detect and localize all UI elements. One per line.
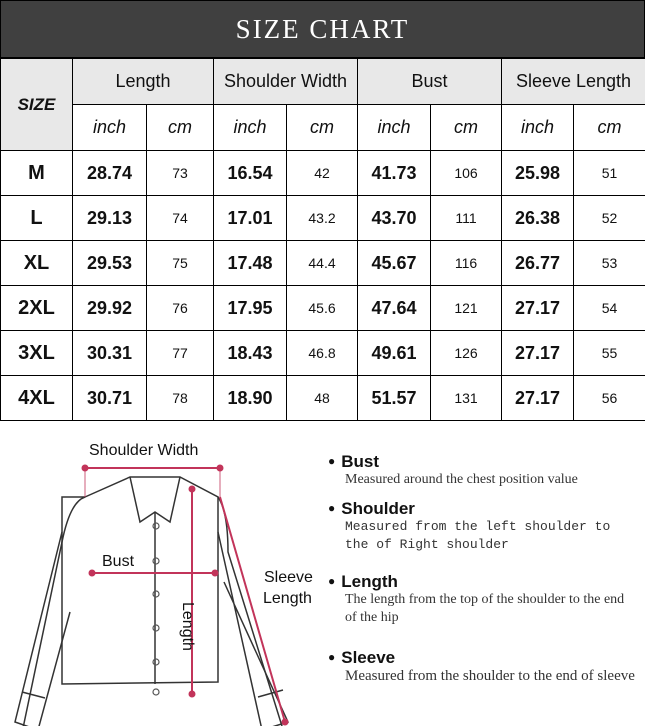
size-cell: M [0, 150, 73, 196]
table-row: M 28.74 73 16.54 42 41.73 106 25.98 51 [0, 150, 645, 196]
size-cell: XL [0, 240, 73, 286]
table-row: 2XL 29.92 76 17.95 45.6 47.64 121 27.17 54 [0, 285, 645, 331]
column-header-shoulder-width: Shoulder Width [212, 58, 359, 105]
table-row: XL 29.53 75 17.48 44.4 45.67 116 26.77 53 [0, 240, 645, 286]
cm-cell: 73 [146, 150, 214, 196]
cm-cell: 106 [430, 150, 503, 196]
cm-cell: 48 [285, 375, 359, 421]
cm-cell: 75 [146, 240, 214, 286]
inch-cell: 30.31 [72, 330, 147, 376]
inch-cell: 18.90 [213, 375, 287, 421]
unit-header-cm: cm [146, 104, 214, 151]
inch-cell: 29.53 [72, 240, 147, 286]
cm-cell: 111 [430, 195, 503, 241]
size-cell: 3XL [0, 330, 73, 376]
unit-header-cm: cm [285, 104, 359, 151]
label-shoulder-width: Shoulder Width [89, 442, 199, 459]
inch-cell: 29.13 [72, 195, 147, 241]
inch-cell: 27.17 [501, 285, 575, 331]
unit-header-cm: cm [573, 104, 645, 151]
label-bust: Bust [102, 553, 135, 570]
cm-cell: 131 [430, 375, 503, 421]
cm-cell: 54 [573, 285, 645, 331]
cm-cell: 44.4 [285, 240, 359, 286]
cm-cell: 116 [430, 240, 503, 286]
cm-cell: 121 [430, 285, 503, 331]
cm-cell: 42 [285, 150, 359, 196]
measurement-diagram: Shoulder Width Bust Length Sleeve Length… [0, 422, 645, 726]
column-header-bust: Bust [357, 58, 503, 105]
cm-cell: 126 [430, 330, 503, 376]
inch-cell: 30.71 [72, 375, 147, 421]
table-row: L 29.13 74 17.01 43.2 43.70 111 26.38 52 [0, 195, 645, 241]
inch-cell: 17.01 [213, 195, 287, 241]
inch-cell: 26.38 [501, 195, 575, 241]
label-sleeve-length: Length [263, 590, 312, 607]
page-title: SIZE CHART [0, 0, 645, 58]
inch-cell: 49.61 [357, 330, 432, 376]
inch-cell: 17.48 [213, 240, 287, 286]
inch-cell: 27.17 [501, 375, 575, 421]
table-row: 3XL 30.31 77 18.43 46.8 49.61 126 27.17 55 [0, 330, 645, 376]
cm-cell: 43.2 [285, 195, 359, 241]
size-cell: L [0, 195, 73, 241]
label-sleeve: Sleeve [264, 569, 313, 586]
cm-cell: 78 [146, 375, 214, 421]
unit-header-inch: inch [72, 104, 147, 151]
column-header-length: Length [72, 58, 214, 105]
measure-lines [81, 464, 289, 726]
unit-header-inch: inch [501, 104, 575, 151]
inch-cell: 27.17 [501, 330, 575, 376]
shirt-outline [14, 476, 290, 726]
unit-header-inch: inch [357, 104, 432, 151]
cm-cell: 51 [573, 150, 645, 196]
inch-cell: 28.74 [72, 150, 147, 196]
unit-header-inch: inch [213, 104, 287, 151]
cm-cell: 56 [573, 375, 645, 421]
unit-header-cm: cm [430, 104, 503, 151]
inch-cell: 25.98 [501, 150, 575, 196]
table-row: 4XL 30.71 78 18.90 48 51.57 131 27.17 56 [0, 375, 645, 421]
size-cell: 2XL [0, 285, 73, 331]
cm-cell: 74 [146, 195, 214, 241]
inch-cell: 43.70 [357, 195, 432, 241]
inch-cell: 26.77 [501, 240, 575, 286]
inch-cell: 16.54 [213, 150, 287, 196]
inch-cell: 17.95 [213, 285, 287, 331]
inch-cell: 41.73 [357, 150, 432, 196]
shirt-illustration [14, 464, 290, 726]
label-length: Length [179, 602, 196, 651]
size-table: SIZE Length Shoulder Width Bust Sleeve L… [0, 58, 645, 421]
cm-cell: 55 [573, 330, 645, 376]
inch-cell: 47.64 [357, 285, 432, 331]
size-cell: 4XL [0, 375, 73, 421]
inch-cell: 29.92 [72, 285, 147, 331]
size-header: SIZE [0, 58, 73, 151]
buttons [152, 522, 160, 696]
inch-cell: 45.67 [357, 240, 432, 286]
cm-cell: 52 [573, 195, 645, 241]
cm-cell: 77 [146, 330, 214, 376]
column-header-sleeve-length: Sleeve Length [501, 58, 645, 105]
inch-cell: 18.43 [213, 330, 287, 376]
inch-cell: 51.57 [357, 375, 432, 421]
cm-cell: 45.6 [285, 285, 359, 331]
cm-cell: 46.8 [285, 330, 359, 376]
cm-cell: 76 [146, 285, 214, 331]
cm-cell: 53 [573, 240, 645, 286]
